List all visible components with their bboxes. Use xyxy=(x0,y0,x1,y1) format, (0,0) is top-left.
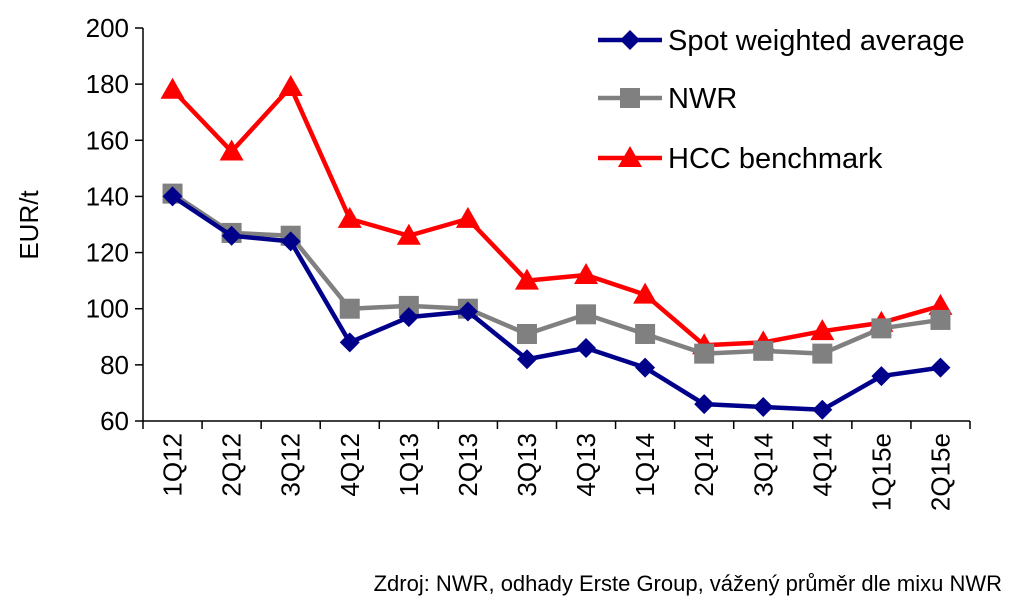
data-point xyxy=(278,74,303,96)
chart-series xyxy=(160,74,953,420)
x-tick-label: 3Q12 xyxy=(276,433,306,497)
y-tick-label: 200 xyxy=(86,13,129,43)
legend-item: HCC benchmark xyxy=(598,143,883,175)
x-tick-label: 4Q14 xyxy=(807,433,837,497)
x-tick-label: 2Q13 xyxy=(453,433,483,497)
data-point xyxy=(635,323,656,344)
data-point xyxy=(457,301,478,322)
y-tick-label: 160 xyxy=(86,125,129,155)
data-point xyxy=(221,225,242,246)
data-point xyxy=(516,323,537,344)
data-point xyxy=(871,366,892,387)
data-point xyxy=(219,139,244,161)
x-tick-label: 1Q14 xyxy=(630,433,660,497)
y-tick-label: 60 xyxy=(100,406,129,436)
data-point xyxy=(753,340,774,361)
y-axis-title: EUR/t xyxy=(14,190,44,260)
data-point xyxy=(574,263,599,285)
legend-label: NWR xyxy=(668,83,737,115)
data-point xyxy=(812,343,833,364)
series-diamond xyxy=(162,186,951,420)
series-triangle xyxy=(160,74,953,355)
data-point xyxy=(576,338,597,359)
data-point xyxy=(516,349,537,370)
y-tick-label: 80 xyxy=(100,350,129,380)
y-tick-label: 140 xyxy=(86,181,129,211)
legend-marker xyxy=(620,30,640,50)
data-point xyxy=(694,343,715,364)
data-point xyxy=(160,77,185,99)
x-tick-label: 2Q12 xyxy=(217,433,247,497)
x-tick-label: 4Q12 xyxy=(335,433,365,497)
series-line xyxy=(170,84,942,348)
data-point xyxy=(871,318,892,339)
legend-item: Spot weighted average xyxy=(598,25,965,57)
legend-item: NWR xyxy=(598,83,737,115)
data-point xyxy=(396,223,421,245)
legend-label: HCC benchmark xyxy=(668,143,883,175)
y-tick-label: 100 xyxy=(86,294,129,324)
x-tick-label: 2Q15e xyxy=(925,433,955,511)
x-tick-label: 2Q14 xyxy=(689,433,719,497)
data-point xyxy=(339,298,360,319)
data-point xyxy=(810,319,835,341)
x-tick-label: 3Q13 xyxy=(512,433,542,497)
x-tick-label: 1Q15e xyxy=(866,433,896,511)
data-point xyxy=(928,293,953,315)
y-tick-label: 120 xyxy=(86,238,129,268)
data-point xyxy=(398,295,419,316)
data-point xyxy=(694,394,715,415)
legend-marker xyxy=(618,146,642,167)
data-point xyxy=(339,332,360,353)
data-point xyxy=(633,282,658,304)
data-point xyxy=(576,304,597,325)
data-point xyxy=(280,231,301,252)
data-point xyxy=(812,399,833,420)
data-point xyxy=(162,186,183,207)
legend-label: Spot weighted average xyxy=(668,25,965,57)
legend-marker xyxy=(620,88,640,108)
x-tick-label: 1Q13 xyxy=(394,433,424,497)
data-point xyxy=(514,268,539,290)
data-point xyxy=(635,357,656,378)
source-note: Zdroj: NWR, odhady Erste Group, vážený p… xyxy=(373,571,1002,596)
x-tick-label: 3Q14 xyxy=(748,433,778,497)
data-point xyxy=(930,309,951,330)
chart-axes: 60 80 100 120 140 160 180 200 1Q12 2Q12 3Q12 4Q12 1Q… xyxy=(86,13,971,511)
data-point xyxy=(930,357,951,378)
data-point xyxy=(455,206,480,228)
y-tick-label: 180 xyxy=(86,69,129,99)
chart-legend: Spot weighted average NWR HCC benchmark xyxy=(598,25,965,175)
data-point xyxy=(753,396,774,417)
data-point xyxy=(398,307,419,328)
series-line xyxy=(171,194,941,413)
x-tick-label: 1Q12 xyxy=(158,433,188,497)
data-point xyxy=(337,206,362,228)
x-tick-label: 4Q13 xyxy=(571,433,601,497)
